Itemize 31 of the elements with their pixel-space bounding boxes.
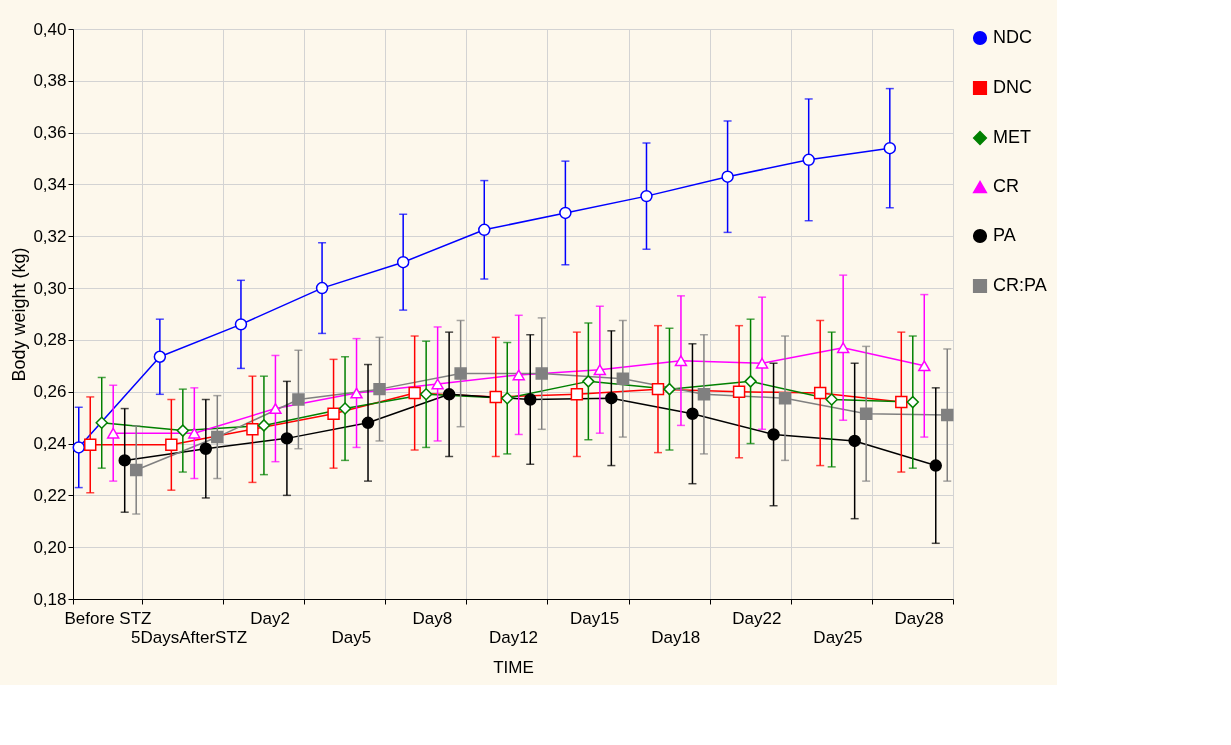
y-tick-label: 0,34 <box>33 174 67 194</box>
x-tick-label: Day18 <box>651 627 701 647</box>
y-tick-label: 0,24 <box>33 434 67 454</box>
x-axis-title: TIME <box>493 657 534 677</box>
x-tick-label: Day12 <box>488 627 539 647</box>
y-tick-label: 0,18 <box>33 589 67 609</box>
y-tick-label: 0,20 <box>33 537 67 557</box>
x-tick-label: Day22 <box>732 608 782 628</box>
y-tick-label: 0,22 <box>33 485 67 505</box>
y-axis-title: Body weight (kg) <box>9 247 30 382</box>
x-tick-label: 5DaysAfterSTZ <box>130 627 248 647</box>
y-tick-label: 0,30 <box>33 278 67 298</box>
x-tick-label: Day25 <box>813 627 863 647</box>
legend-label: PA <box>993 225 1016 245</box>
x-tick-label: Day2 <box>250 608 291 628</box>
legend-label: DNC <box>993 77 1032 97</box>
x-tick-label: Before STZ <box>64 608 152 628</box>
y-tick-label: 0,26 <box>33 382 67 402</box>
y-tick-label: 0,38 <box>33 71 67 91</box>
y-tick-label: 0,36 <box>33 123 67 143</box>
x-tick-label: Day28 <box>894 608 944 628</box>
x-tick-label: Day15 <box>570 608 620 628</box>
y-tick-label: 0,28 <box>33 330 67 350</box>
legend-label: CR <box>993 176 1019 196</box>
legend-label: MET <box>993 127 1031 147</box>
legend-label: NDC <box>993 27 1032 47</box>
x-tick-label: Day8 <box>412 608 453 628</box>
x-tick-label: Day5 <box>331 627 372 647</box>
y-tick-label: 0,40 <box>33 19 67 39</box>
legend-label: CR:PA <box>993 275 1047 295</box>
y-tick-label: 0,32 <box>33 226 67 246</box>
